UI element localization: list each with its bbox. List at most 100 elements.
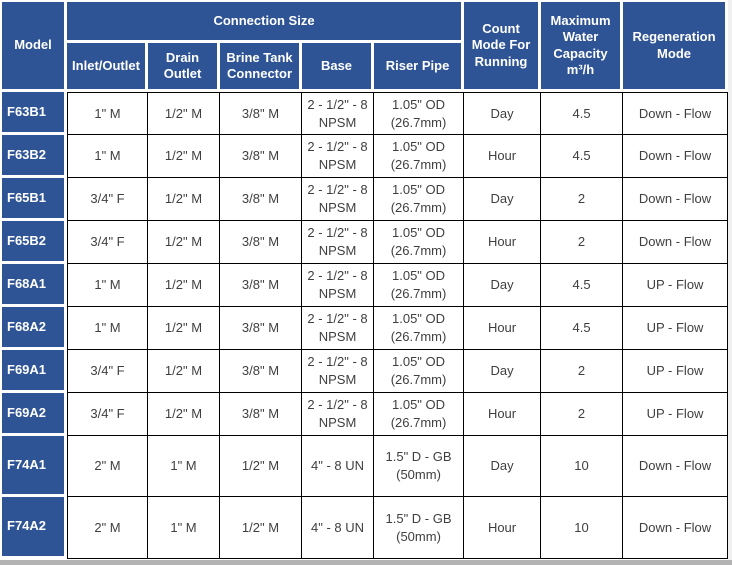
count-mode-cell: Day: [464, 264, 542, 307]
inlet-outlet-cell: 1" M: [67, 264, 148, 307]
regeneration-mode-cell: Down - Flow: [623, 221, 729, 264]
table-row: F65B2 3/4" F 1/2" M 3/8" M 2 - 1/2" - 8 …: [2, 221, 729, 264]
model-cell: F74A1: [2, 436, 67, 497]
regeneration-mode-cell: Down - Flow: [623, 135, 729, 178]
regeneration-mode-cell: Down - Flow: [623, 497, 729, 559]
col-header-max-capacity: Maximum Water Capacity m³/h: [541, 2, 624, 92]
riser-pipe-cell: 1.05" OD (26.7mm): [374, 307, 465, 350]
riser-pipe-cell: 1.05" OD (26.7mm): [374, 221, 465, 264]
table-row: F69A2 3/4" F 1/2" M 3/8" M 2 - 1/2" - 8 …: [2, 393, 729, 436]
table-row: F68A1 1" M 1/2" M 3/8" M 2 - 1/2" - 8 NP…: [2, 264, 729, 307]
count-mode-cell: Day: [464, 92, 542, 135]
brine-tank-connector-cell: 3/8" M: [220, 178, 302, 221]
model-cell: F65B1: [2, 178, 67, 221]
brine-tank-connector-cell: 3/8" M: [220, 221, 302, 264]
inlet-outlet-cell: 3/4" F: [67, 350, 148, 393]
table-row: F74A1 2" M 1" M 1/2" M 4" - 8 UN 1.5" D …: [2, 436, 729, 497]
col-header-inlet-outlet: Inlet/Outlet: [67, 43, 148, 92]
col-header-regeneration-mode: Regeneration Mode: [623, 2, 729, 92]
inlet-outlet-cell: 3/4" F: [67, 178, 148, 221]
drain-outlet-cell: 1" M: [148, 497, 220, 559]
brine-tank-connector-cell: 3/8" M: [220, 307, 302, 350]
col-header-count-mode: Count Mode For Running: [464, 2, 542, 92]
header-row-1: Model Connection Size Count Mode For Run…: [2, 2, 729, 92]
regeneration-mode-cell: UP - Flow: [623, 307, 729, 350]
table-row: F63B1 1" M 1/2" M 3/8" M 2 - 1/2" - 8 NP…: [2, 92, 729, 135]
count-mode-cell: Day: [464, 436, 542, 497]
regeneration-mode-cell: Down - Flow: [623, 92, 729, 135]
inlet-outlet-cell: 2" M: [67, 497, 148, 559]
capacity-cell: 4.5: [541, 264, 624, 307]
base-cell: 2 - 1/2" - 8 NPSM: [302, 350, 374, 393]
model-cell: F69A1: [2, 350, 67, 393]
drain-outlet-cell: 1/2" M: [148, 135, 220, 178]
inlet-outlet-cell: 3/4" F: [67, 221, 148, 264]
capacity-cell: 4.5: [541, 92, 624, 135]
riser-pipe-cell: 1.05" OD (26.7mm): [374, 350, 465, 393]
regeneration-mode-cell: Down - Flow: [623, 178, 729, 221]
count-mode-cell: Hour: [464, 393, 542, 436]
col-header-brine-tank-connector: Brine Tank Connector: [220, 43, 302, 92]
table-row: F69A1 3/4" F 1/2" M 3/8" M 2 - 1/2" - 8 …: [2, 350, 729, 393]
capacity-cell: 10: [541, 436, 624, 497]
count-mode-cell: Hour: [464, 497, 542, 559]
brine-tank-connector-cell: 3/8" M: [220, 264, 302, 307]
drain-outlet-cell: 1/2" M: [148, 264, 220, 307]
brine-tank-connector-cell: 3/8" M: [220, 135, 302, 178]
model-cell: F74A2: [2, 497, 67, 559]
regeneration-mode-cell: UP - Flow: [623, 264, 729, 307]
table-row: F68A2 1" M 1/2" M 3/8" M 2 - 1/2" - 8 NP…: [2, 307, 729, 350]
capacity-cell: 2: [541, 221, 624, 264]
drain-outlet-cell: 1/2" M: [148, 178, 220, 221]
model-cell: F68A1: [2, 264, 67, 307]
drain-outlet-cell: 1/2" M: [148, 92, 220, 135]
drain-outlet-cell: 1/2" M: [148, 350, 220, 393]
regeneration-mode-cell: Down - Flow: [623, 436, 729, 497]
brine-tank-connector-cell: 3/8" M: [220, 350, 302, 393]
col-header-connection-size: Connection Size: [67, 2, 465, 43]
riser-pipe-cell: 1.05" OD (26.7mm): [374, 135, 465, 178]
col-header-base: Base: [302, 43, 374, 92]
table-row: F74A2 2" M 1" M 1/2" M 4" - 8 UN 1.5" D …: [2, 497, 729, 559]
brine-tank-connector-cell: 1/2" M: [220, 436, 302, 497]
base-cell: 2 - 1/2" - 8 NPSM: [302, 264, 374, 307]
model-cell: F68A2: [2, 307, 67, 350]
drain-outlet-cell: 1/2" M: [148, 393, 220, 436]
riser-pipe-cell: 1.05" OD (26.7mm): [374, 178, 465, 221]
model-cell: F65B2: [2, 221, 67, 264]
table-body: F63B1 1" M 1/2" M 3/8" M 2 - 1/2" - 8 NP…: [2, 92, 729, 559]
capacity-cell: 4.5: [541, 307, 624, 350]
model-cell: F69A2: [2, 393, 67, 436]
col-header-model: Model: [2, 2, 67, 92]
brine-tank-connector-cell: 1/2" M: [220, 497, 302, 559]
capacity-cell: 2: [541, 393, 624, 436]
riser-pipe-cell: 1.5" D - GB (50mm): [374, 436, 465, 497]
header-row-2: Inlet/Outlet Drain Outlet Brine Tank Con…: [2, 43, 728, 92]
capacity-cell: 4.5: [541, 135, 624, 178]
count-mode-cell: Day: [464, 178, 542, 221]
brine-tank-connector-cell: 3/8" M: [220, 92, 302, 135]
base-cell: 2 - 1/2" - 8 NPSM: [302, 221, 374, 264]
table-header: Model Connection Size Count Mode For Run…: [2, 2, 729, 92]
count-mode-cell: Day: [464, 350, 542, 393]
model-cell: F63B2: [2, 135, 67, 178]
col-header-riser-pipe: Riser Pipe: [374, 43, 465, 92]
count-mode-cell: Hour: [464, 307, 542, 350]
inlet-outlet-cell: 3/4" F: [67, 393, 148, 436]
base-cell: 4" - 8 UN: [302, 497, 374, 559]
bottom-edge-strip: [0, 560, 732, 565]
riser-pipe-cell: 1.05" OD (26.7mm): [374, 264, 465, 307]
regeneration-mode-cell: UP - Flow: [623, 393, 729, 436]
base-cell: 2 - 1/2" - 8 NPSM: [302, 92, 374, 135]
riser-pipe-cell: 1.05" OD (26.7mm): [374, 92, 465, 135]
capacity-cell: 10: [541, 497, 624, 559]
spec-table: Model Connection Size Count Mode For Run…: [2, 2, 729, 559]
col-header-drain-outlet: Drain Outlet: [148, 43, 220, 92]
drain-outlet-cell: 1/2" M: [148, 221, 220, 264]
count-mode-cell: Hour: [464, 221, 542, 264]
count-mode-cell: Hour: [464, 135, 542, 178]
regeneration-mode-cell: UP - Flow: [623, 350, 729, 393]
model-cell: F63B1: [2, 92, 67, 135]
table-row: F65B1 3/4" F 1/2" M 3/8" M 2 - 1/2" - 8 …: [2, 178, 729, 221]
